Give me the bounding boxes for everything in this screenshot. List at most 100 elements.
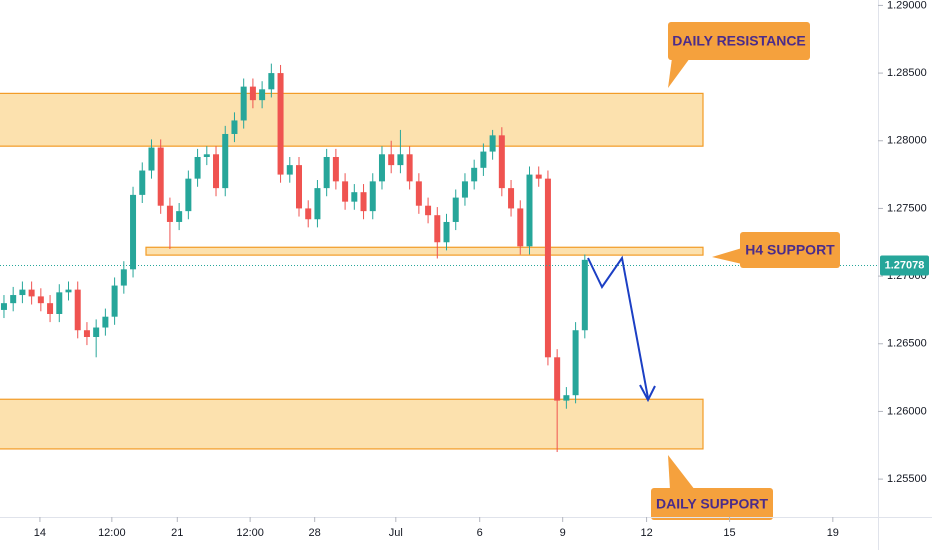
candle-body	[415, 181, 422, 206]
callout-box	[668, 22, 810, 60]
candle-body	[323, 156, 330, 189]
y-tick-label: 1.28000	[887, 135, 927, 147]
x-tick-label: 14	[34, 527, 46, 539]
candle-body	[563, 395, 570, 401]
zone	[0, 92, 704, 147]
candle-body	[489, 135, 496, 152]
candle-body	[471, 167, 478, 182]
candle-body	[388, 154, 395, 166]
callout-label: H4 SUPPORT	[745, 242, 835, 258]
candle-body	[56, 292, 63, 314]
candle-body	[554, 357, 561, 401]
candle-body	[203, 154, 210, 157]
y-tick-label: 1.25500	[887, 473, 927, 485]
candle-body	[249, 86, 256, 101]
candle-body	[406, 154, 413, 182]
candle-body	[130, 194, 137, 270]
callout-box	[651, 488, 773, 520]
candle-body	[452, 197, 459, 222]
y-tick-label: 1.26500	[887, 338, 927, 350]
candle-body	[65, 289, 72, 293]
candle-body	[544, 178, 551, 358]
candle-body	[139, 170, 146, 195]
candle-body	[93, 327, 100, 337]
candle-body	[508, 188, 515, 209]
x-tick-label: 12:00	[236, 527, 264, 539]
candle-body	[480, 151, 487, 168]
candle-body	[351, 192, 358, 202]
x-tick-label: 6	[477, 527, 483, 539]
candle-body	[166, 205, 173, 222]
candle-body	[148, 147, 155, 171]
y-tick-label: 1.26000	[887, 405, 927, 417]
candle-body	[28, 289, 35, 297]
candle-body	[111, 285, 118, 317]
x-tick-label: 21	[171, 527, 183, 539]
x-tick-label: 12:00	[98, 527, 126, 539]
candle-body	[572, 330, 579, 396]
candle-body	[332, 156, 339, 182]
candle-body	[342, 181, 349, 202]
candle-body	[526, 174, 533, 247]
axes: 1.290001.285001.280001.275001.270001.265…	[34, 0, 929, 539]
candle-body	[83, 330, 90, 337]
last-price-box	[880, 255, 929, 276]
candle-body	[535, 174, 542, 179]
candle-body	[185, 178, 192, 212]
x-tick-label: 15	[723, 527, 735, 539]
x-tick-label: Jul	[389, 527, 403, 539]
callout-label: DAILY SUPPORT	[656, 496, 768, 512]
candle-body	[213, 154, 220, 189]
callout-tail	[668, 455, 695, 490]
candle-body	[194, 156, 201, 179]
candle-body	[0, 303, 7, 310]
callout-label: DAILY RESISTANCE	[672, 33, 806, 49]
candle-body	[259, 89, 266, 101]
projection-arrow	[587, 255, 656, 403]
candle-body	[498, 135, 505, 189]
y-tick-label: 1.28500	[887, 67, 927, 79]
candle-body	[305, 208, 312, 220]
candles	[0, 63, 588, 453]
candle-body	[231, 120, 238, 134]
candle-body	[157, 147, 164, 206]
x-tick-label: 12	[640, 527, 652, 539]
candle-body	[434, 215, 441, 243]
zone	[0, 398, 704, 450]
x-tick-label: 28	[309, 527, 321, 539]
candle-body	[443, 221, 450, 243]
candle-body	[176, 211, 183, 222]
candle-body	[425, 205, 432, 216]
candle-body	[47, 303, 54, 314]
candle-body	[517, 208, 524, 247]
x-tick-label: 9	[560, 527, 566, 539]
candle-body	[268, 73, 275, 90]
candle-body	[461, 181, 468, 198]
candle-body	[286, 165, 293, 175]
projection-arrowhead	[639, 384, 656, 403]
overlay: DAILY RESISTANCE H4 SUPPORT DAILY SUPPORT	[0, 22, 878, 520]
candle-body	[369, 181, 376, 212]
candle-body	[120, 269, 127, 286]
candle-body	[10, 295, 17, 304]
candle-body	[397, 154, 404, 166]
x-tick-label: 19	[827, 527, 839, 539]
candle-body	[360, 192, 367, 212]
candle-body	[277, 73, 284, 175]
candle-body	[74, 289, 81, 331]
last-price-label: 1.27078	[885, 259, 925, 271]
candle-body	[222, 133, 229, 189]
candle-body	[240, 86, 247, 121]
candle-body	[378, 154, 385, 182]
candle-body	[102, 316, 109, 328]
candle-body	[37, 296, 44, 304]
callout-tail	[712, 248, 742, 264]
candle-body	[314, 188, 321, 220]
candle-body	[19, 289, 26, 296]
candle-body	[581, 259, 588, 331]
callout-tail	[668, 58, 690, 88]
callout-box	[740, 232, 840, 268]
